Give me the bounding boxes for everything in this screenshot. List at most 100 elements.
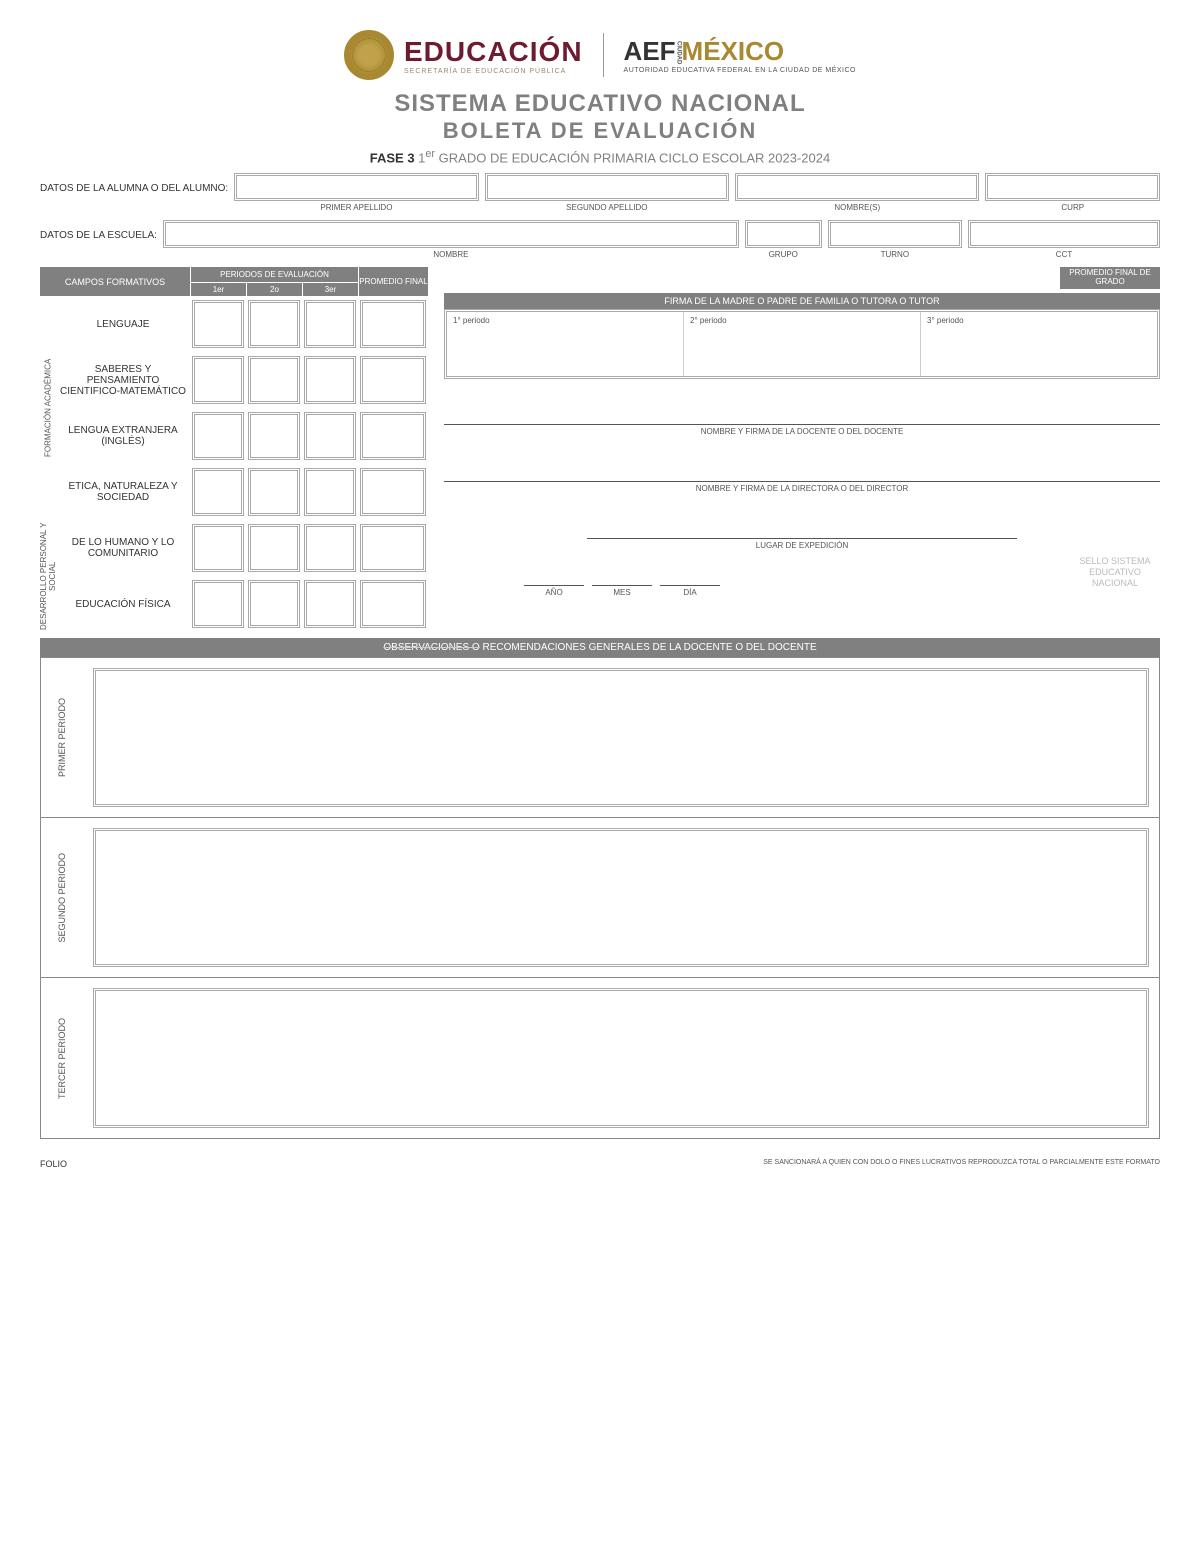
- subject-name: ETICA, NATURALEZA Y SOCIEDAD: [56, 481, 190, 503]
- nombres-field[interactable]: [735, 173, 979, 201]
- folio-label: FOLIO: [40, 1159, 67, 1169]
- grade-cell[interactable]: [248, 356, 300, 404]
- subtitle-fase: FASE 3 1er GRADO DE EDUCACIÓN PRIMARIA C…: [40, 148, 1160, 165]
- obs-header: OBSERVACIONES O RECOMENDACIONES GENERALE…: [40, 638, 1160, 657]
- logo-aef: AEFCIUDADMÉXICO AUTORIDAD EDUCATIVA FEDE…: [624, 36, 856, 74]
- lugar-line[interactable]: [587, 511, 1017, 539]
- sello-placeholder: SELLO SISTEMA EDUCATIVO NACIONAL: [1070, 556, 1160, 588]
- promedio-cell[interactable]: [360, 468, 426, 516]
- student-label: DATOS DE LA ALUMNA O DEL ALUMNO:: [40, 183, 228, 212]
- promedio-cell[interactable]: [360, 524, 426, 572]
- campos-header: CAMPOS FORMATIVOS: [40, 267, 190, 296]
- grade-cell[interactable]: [248, 300, 300, 348]
- promedio-grado-label: PROMEDIO FINAL DE GRADO: [1060, 267, 1160, 289]
- ano-field[interactable]: [524, 568, 584, 586]
- grade-cell[interactable]: [248, 580, 300, 628]
- dia-field[interactable]: [660, 568, 720, 586]
- director-caption: NOMBRE Y FIRMA DE LA DIRECTORA O DEL DIR…: [444, 484, 1160, 493]
- firma-p2[interactable]: 2° periodo: [684, 312, 921, 376]
- grade-cell[interactable]: [248, 412, 300, 460]
- vlabel-formacion: FORMACIÓN ACADÉMICA: [40, 296, 56, 520]
- promedio-cell[interactable]: [360, 580, 426, 628]
- promedio-cell[interactable]: [360, 300, 426, 348]
- footer: FOLIO SE SANCIONARÁ A QUIEN CON DOLO O F…: [40, 1159, 1160, 1169]
- periodos-header: PERIODOS DE EVALUACIÓN: [190, 267, 358, 282]
- grupo-field[interactable]: [745, 220, 822, 248]
- lugar-caption: LUGAR DE EXPEDICIÓN: [444, 541, 1160, 550]
- grade-cell[interactable]: [192, 300, 244, 348]
- obs-p1-cell[interactable]: [93, 668, 1149, 807]
- subject-row: LENGUA EXTRANJERA (INGLÉS): [56, 408, 440, 464]
- subject-row: EDUCACIÓN FÍSICA: [56, 576, 440, 632]
- subject-name: EDUCACIÓN FÍSICA: [56, 599, 190, 610]
- obs-table: PRIMER PERIODO SEGUNDO PERIODO TERCER PE…: [40, 657, 1160, 1139]
- promedio-cell[interactable]: [360, 412, 426, 460]
- grade-cell[interactable]: [304, 580, 356, 628]
- obs-p2-cell[interactable]: [93, 828, 1149, 967]
- obs-p1-label: PRIMER PERIODO: [57, 698, 67, 777]
- grado-rest: GRADO DE EDUCACIÓN PRIMARIA CICLO ESCOLA…: [435, 150, 830, 165]
- obs-p3-label: TERCER PERIODO: [57, 1018, 67, 1099]
- period1-header: 1er: [190, 282, 246, 296]
- nombres-caption: NOMBRE(S): [735, 203, 979, 212]
- aef-subtitle: AUTORIDAD EDUCATIVA FEDERAL EN LA CIUDAD…: [624, 67, 856, 74]
- title-sistema: SISTEMA EDUCATIVO NACIONAL: [40, 90, 1160, 118]
- curp-caption: CURP: [985, 203, 1160, 212]
- segundo-apellido-caption: SEGUNDO APELLIDO: [485, 203, 729, 212]
- educacion-subtitle: SECRETARÍA DE EDUCACIÓN PÚBLICA: [404, 68, 583, 75]
- title-block: SISTEMA EDUCATIVO NACIONAL BOLETA DE EVA…: [40, 90, 1160, 165]
- cct-field[interactable]: [968, 220, 1160, 248]
- school-label: DATOS DE LA ESCUELA:: [40, 230, 157, 259]
- school-nombre-caption: NOMBRE: [163, 250, 739, 259]
- grade-cell[interactable]: [304, 524, 356, 572]
- mexico-label: MÉXICO: [682, 36, 785, 66]
- grade-cell[interactable]: [192, 356, 244, 404]
- subject-row: LENGUAJE: [56, 296, 440, 352]
- mes-caption: MES: [613, 588, 630, 597]
- firma-p3[interactable]: 3° periodo: [921, 312, 1157, 376]
- school-nombre-field[interactable]: [163, 220, 739, 248]
- grade-cell[interactable]: [304, 300, 356, 348]
- primer-apellido-caption: PRIMER APELLIDO: [234, 203, 478, 212]
- grupo-caption: GRUPO: [745, 250, 822, 259]
- ano-caption: AÑO: [545, 588, 562, 597]
- subject-row: SABERES Y PENSAMIENTO CIENTIFICO-MATEMÁT…: [56, 352, 440, 408]
- grade-cell[interactable]: [248, 468, 300, 516]
- obs-header-rest: RECOMENDACIONES GENERALES DE LA DOCENTE …: [480, 642, 817, 653]
- subject-row: DE LO HUMANO Y LO COMUNITARIO: [56, 520, 440, 576]
- grade-cell[interactable]: [248, 524, 300, 572]
- turno-field[interactable]: [828, 220, 962, 248]
- logo-educacion: EDUCACIÓN SECRETARÍA DE EDUCACIÓN PÚBLIC…: [344, 30, 583, 80]
- grade-cell[interactable]: [304, 412, 356, 460]
- mes-field[interactable]: [592, 568, 652, 586]
- docente-line[interactable]: [444, 397, 1160, 425]
- grades-table: CAMPOS FORMATIVOS PERIODOS DE EVALUACIÓN…: [40, 267, 440, 632]
- grade-cell[interactable]: [304, 356, 356, 404]
- grade-cell[interactable]: [304, 468, 356, 516]
- obs-p3-cell[interactable]: [93, 988, 1149, 1128]
- legal-text: SE SANCIONARÁ A QUIEN CON DOLO O FINES L…: [763, 1159, 1160, 1169]
- primer-apellido-field[interactable]: [234, 173, 478, 201]
- seal-icon: [344, 30, 394, 80]
- firma-box: 1° periodo 2° periodo 3° periodo: [444, 309, 1160, 379]
- right-panel: PROMEDIO FINAL DE GRADO FIRMA DE LA MADR…: [444, 267, 1160, 597]
- curp-field[interactable]: [985, 173, 1160, 201]
- segundo-apellido-field[interactable]: [485, 173, 729, 201]
- firma-p1[interactable]: 1° periodo: [447, 312, 684, 376]
- promedio-final-header: PROMEDIO FINAL: [358, 267, 428, 296]
- period2-header: 2o: [246, 282, 302, 296]
- grade-cell[interactable]: [192, 412, 244, 460]
- promedio-cell[interactable]: [360, 356, 426, 404]
- header-logos: EDUCACIÓN SECRETARÍA DE EDUCACIÓN PÚBLIC…: [40, 30, 1160, 80]
- dia-caption: DÍA: [683, 588, 696, 597]
- docente-caption: NOMBRE Y FIRMA DE LA DOCENTE O DEL DOCEN…: [444, 427, 1160, 436]
- subject-name: LENGUA EXTRANJERA (INGLÉS): [56, 425, 190, 447]
- grade-cell[interactable]: [192, 468, 244, 516]
- subject-name: LENGUAJE: [56, 319, 190, 330]
- educacion-title: EDUCACIÓN: [404, 36, 583, 68]
- grade-cell[interactable]: [192, 580, 244, 628]
- director-line[interactable]: [444, 454, 1160, 482]
- fase-label: FASE 3: [370, 150, 415, 165]
- subject-name: DE LO HUMANO Y LO COMUNITARIO: [56, 537, 190, 559]
- grade-cell[interactable]: [192, 524, 244, 572]
